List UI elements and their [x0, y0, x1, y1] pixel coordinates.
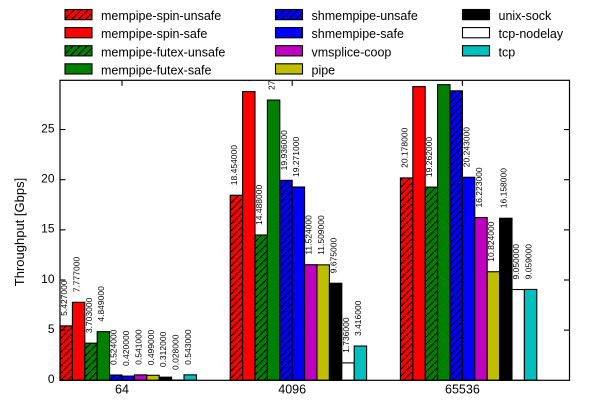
svg-text:0.541000: 0.541000 — [133, 329, 143, 365]
svg-text:20.243000: 20.243000 — [461, 127, 471, 167]
svg-text:mempipe-futex-safe: mempipe-futex-safe — [101, 63, 212, 77]
svg-text:4.849000: 4.849000 — [96, 286, 106, 322]
svg-text:unix-sock: unix-sock — [499, 9, 553, 23]
svg-text:28.780000: 28.780000 — [242, 41, 252, 81]
svg-text:19.262000: 19.262000 — [424, 137, 434, 177]
svg-text:11.509000: 11.509000 — [316, 215, 326, 255]
svg-text:tcp-nodelay: tcp-nodelay — [499, 27, 564, 41]
svg-text:16.158000: 16.158000 — [499, 168, 509, 208]
svg-text:25: 25 — [41, 121, 55, 135]
svg-text:64: 64 — [115, 383, 129, 397]
svg-text:0: 0 — [48, 372, 55, 386]
svg-text:0.543000: 0.543000 — [183, 329, 193, 365]
svg-text:20.178000: 20.178000 — [399, 127, 409, 167]
svg-text:shmempipe-safe: shmempipe-safe — [312, 27, 404, 41]
svg-text:18.454000: 18.454000 — [229, 145, 239, 185]
svg-text:vmsplice-coop: vmsplice-coop — [312, 45, 392, 59]
svg-text:0.028000: 0.028000 — [171, 334, 181, 370]
svg-text:Throughput [Gbps]: Throughput [Gbps] — [12, 178, 27, 286]
svg-text:0.312000: 0.312000 — [158, 331, 168, 367]
svg-text:9.050000: 9.050000 — [511, 244, 521, 280]
svg-text:14.488000: 14.488000 — [254, 185, 264, 225]
svg-text:5.427000: 5.427000 — [59, 280, 69, 316]
svg-text:4096: 4096 — [278, 383, 306, 397]
svg-text:3.416000: 3.416000 — [353, 300, 363, 336]
svg-text:27.942000: 27.942000 — [266, 50, 276, 90]
svg-text:9.675000: 9.675000 — [328, 238, 338, 274]
svg-text:65536: 65536 — [445, 383, 480, 397]
svg-text:3.703000: 3.703000 — [84, 297, 94, 333]
svg-text:mempipe-futex-unsafe: mempipe-futex-unsafe — [101, 45, 225, 59]
svg-text:10: 10 — [41, 272, 55, 286]
svg-text:0.499000: 0.499000 — [146, 330, 156, 366]
svg-text:5: 5 — [48, 322, 55, 336]
svg-text:mempipe-spin-unsafe: mempipe-spin-unsafe — [101, 9, 221, 23]
svg-text:7.777000: 7.777000 — [71, 257, 81, 293]
svg-text:15: 15 — [41, 222, 55, 236]
svg-text:0.420000: 0.420000 — [121, 330, 131, 366]
svg-text:pipe: pipe — [312, 63, 336, 77]
svg-text:19.271000: 19.271000 — [291, 137, 301, 177]
svg-text:11.524000: 11.524000 — [304, 215, 314, 255]
svg-text:1.736000: 1.736000 — [341, 317, 351, 353]
svg-text:mempipe-spin-safe: mempipe-spin-safe — [101, 27, 207, 41]
svg-text:9.059000: 9.059000 — [523, 244, 533, 280]
svg-text:16.223000: 16.223000 — [474, 167, 484, 207]
svg-text:shmempipe-unsafe: shmempipe-unsafe — [312, 9, 418, 23]
svg-text:20: 20 — [41, 172, 55, 186]
svg-text:19.936000: 19.936000 — [279, 130, 289, 170]
svg-text:tcp: tcp — [499, 45, 516, 59]
svg-text:0.524000: 0.524000 — [109, 329, 119, 365]
svg-text:10.824000: 10.824000 — [486, 221, 496, 261]
